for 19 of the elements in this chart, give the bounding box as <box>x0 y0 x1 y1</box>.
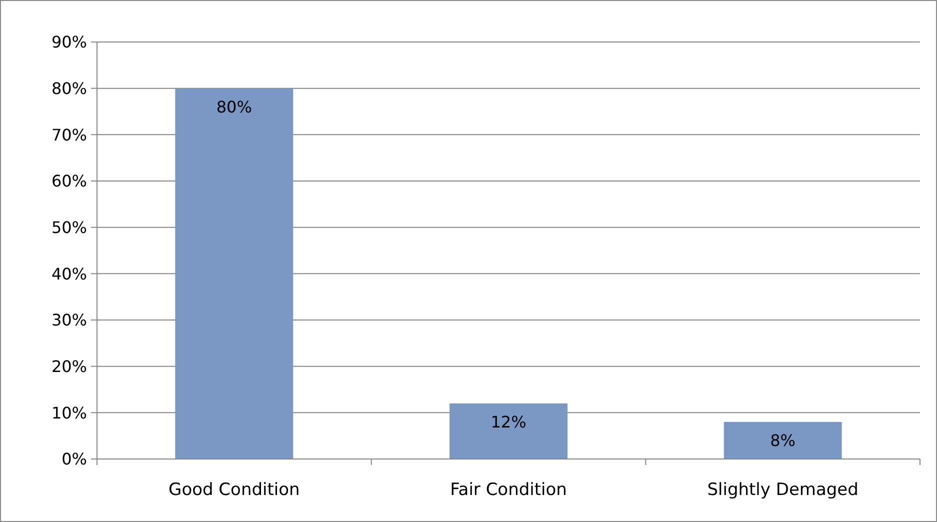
bar <box>724 422 842 459</box>
x-tick-label: Fair Condition <box>450 480 567 500</box>
data-label: 8% <box>770 430 796 450</box>
y-tick-label: 60% <box>51 172 87 191</box>
y-tick-label: 40% <box>51 264 87 284</box>
bar <box>175 88 294 459</box>
bar <box>450 403 568 459</box>
y-tick-label: 50% <box>51 218 87 237</box>
y-tick-label: 20% <box>51 356 87 376</box>
x-tick-label: Good Condition <box>168 480 300 500</box>
y-tick-label: 80% <box>51 78 87 98</box>
data-label: 80% <box>216 97 252 116</box>
data-label: 12% <box>490 412 526 432</box>
y-tick-label: 10% <box>51 403 87 422</box>
y-tick-label: 0% <box>62 450 87 469</box>
y-tick-label: 30% <box>51 310 87 330</box>
y-tick-label: 90% <box>51 32 87 52</box>
x-tick-label: Slightly Demaged <box>707 480 858 500</box>
y-tick-label: 70% <box>51 125 87 144</box>
